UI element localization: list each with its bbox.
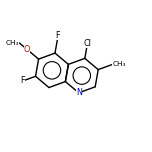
Text: O: O <box>24 45 30 54</box>
Text: F: F <box>55 31 60 40</box>
Text: CH₃: CH₃ <box>112 61 126 67</box>
Text: N: N <box>76 88 82 97</box>
Text: Cl: Cl <box>84 39 91 48</box>
Text: CH₃: CH₃ <box>6 40 19 46</box>
Text: F: F <box>20 76 25 85</box>
